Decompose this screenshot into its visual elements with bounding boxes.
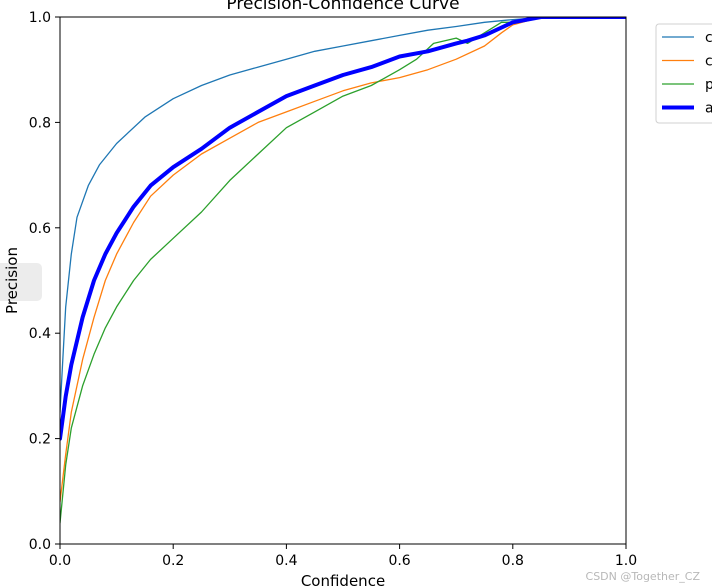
x-tick-label: 0.8 [502,553,524,569]
x-tick-label: 0.2 [162,553,184,569]
legend-entry: c [705,54,712,70]
x-axis-label: Confidence [301,572,385,588]
y-tick-label: 0.6 [29,221,51,237]
series-line-2 [60,17,626,503]
y-tick-label: 0.0 [29,537,51,553]
x-tick-label: 0.4 [275,553,297,569]
series-line-4 [60,17,626,441]
y-tick-label: 1.0 [29,10,51,26]
series-line-1 [60,17,626,413]
y-axis: 0.0 0.2 0.4 0.6 0.8 1.0 [29,10,60,553]
series-line-3 [60,17,626,524]
legend-entry: p [705,77,712,93]
plot-frame [59,16,627,545]
chart-title: Precision-Confidence Curve [226,0,459,14]
y-tick-label: 0.2 [29,432,51,448]
legend-entry: c [705,30,712,46]
y-tick-label: 0.8 [29,115,51,131]
y-axis-label: Precision [3,247,21,314]
x-tick-label: 1.0 [615,553,637,569]
watermark: CSDN @Together_CZ [585,570,700,583]
x-axis: 0.0 0.2 0.4 0.6 0.8 1.0 [49,544,637,569]
side-tab[interactable] [0,263,42,301]
legend-entry: a [705,101,712,117]
legend-box [655,23,712,124]
x-tick-label: 0.0 [49,553,71,569]
y-tick-label: 0.4 [29,326,51,342]
x-tick-label: 0.6 [388,553,410,569]
